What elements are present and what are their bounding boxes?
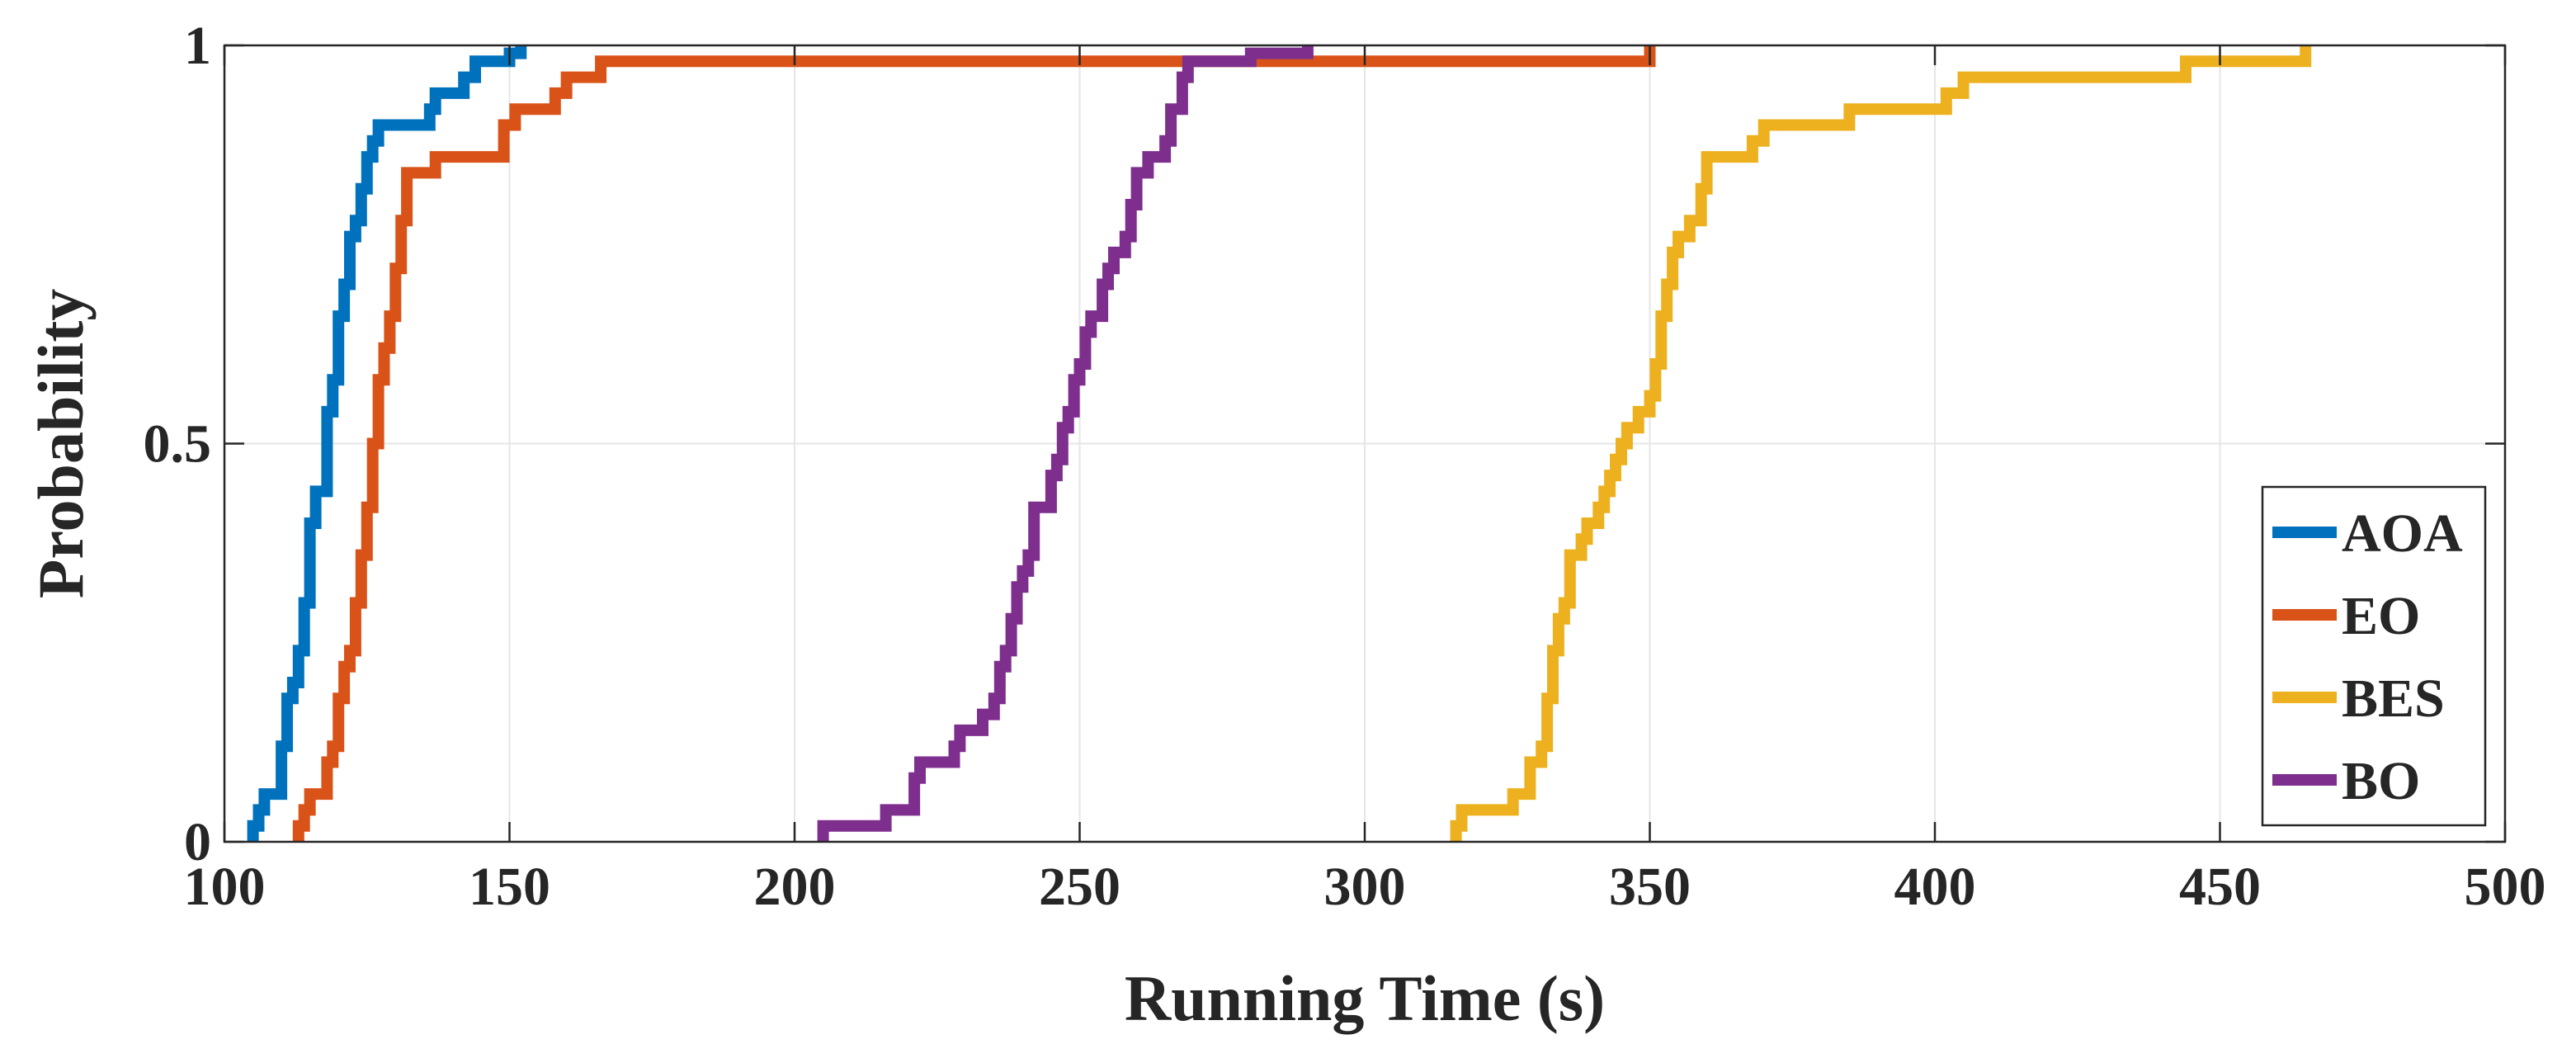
series-layer: [247, 45, 2312, 842]
legend-label-aoa: AOA: [2342, 503, 2463, 564]
x-tick-label: 400: [1894, 857, 1976, 917]
series-line-bo: [817, 45, 1314, 842]
x-tick-label: 200: [754, 857, 836, 917]
y-tick-label: 0: [184, 812, 211, 872]
legend-label-bes: BES: [2342, 668, 2445, 729]
series-line-aoa: [247, 45, 527, 842]
x-axis-title: Running Time (s): [1125, 962, 1605, 1034]
series-line-bes: [1450, 45, 2312, 842]
grid: [224, 45, 2505, 842]
legend-label-bo: BO: [2342, 751, 2420, 811]
x-tick-label: 500: [2465, 857, 2546, 917]
x-tick-label: 450: [2179, 857, 2261, 917]
tick-labels: 100 150 200 250 300 350 400 450 500 0 0.5 1: [144, 16, 2546, 917]
legend-label-eo: EO: [2342, 586, 2420, 646]
legend: AOA EO BES BO: [2261, 485, 2487, 827]
y-axis-title: Probability: [25, 289, 97, 599]
series-line-eo: [292, 45, 1656, 842]
ticks: [223, 44, 2507, 843]
y-tick-label: 1: [184, 16, 211, 76]
y-tick-label: 0.5: [144, 414, 212, 475]
legend-box: [2261, 485, 2487, 827]
x-tick-label: 350: [1609, 857, 1691, 917]
x-tick-label: 100: [184, 857, 266, 917]
x-tick-label: 250: [1039, 857, 1121, 917]
x-tick-label: 150: [469, 857, 550, 917]
x-tick-label: 300: [1324, 857, 1406, 917]
